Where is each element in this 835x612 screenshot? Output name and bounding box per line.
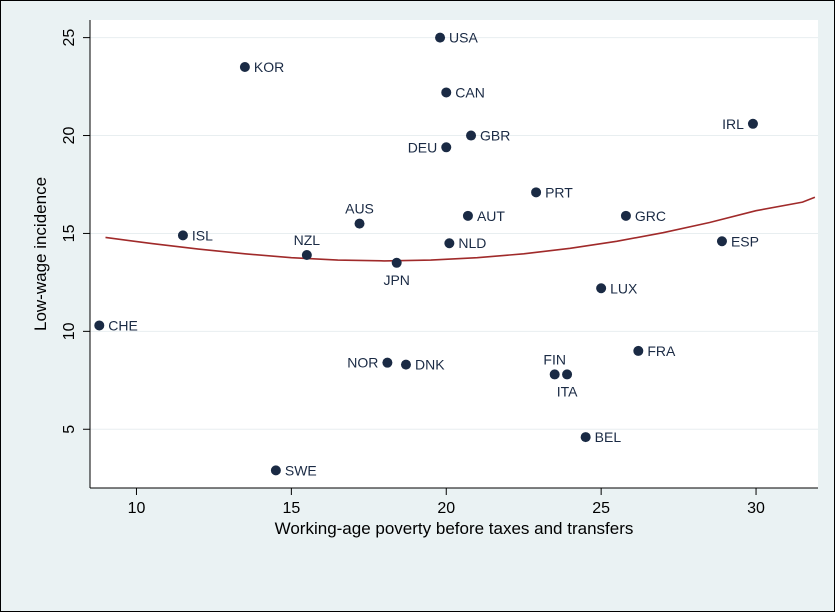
data-point: [301, 249, 312, 260]
x-tick-label: 10: [128, 500, 146, 517]
point-label: SWE: [285, 462, 317, 478]
fit-curve-layer: [105, 196, 816, 262]
point-label: AUT: [477, 208, 505, 224]
point-label: CAN: [455, 84, 485, 100]
data-point: [239, 61, 250, 72]
point-label: ISL: [192, 227, 213, 243]
point-label: ESP: [731, 233, 759, 249]
data-point: [620, 210, 631, 221]
point-label: FRA: [647, 343, 676, 359]
data-point: [462, 210, 473, 221]
x-tick-label: 30: [747, 500, 765, 517]
data-point: [562, 369, 573, 380]
fit-curve: [105, 196, 816, 262]
data-point: [531, 187, 542, 198]
x-tick-label: 15: [282, 500, 300, 517]
data-points: [94, 32, 758, 476]
y-axis-title: Low-wage incidence: [31, 177, 50, 331]
point-label: CHE: [108, 317, 138, 333]
point-label: USA: [449, 30, 478, 46]
data-point: [441, 142, 452, 153]
y-tick-label: 25: [61, 29, 78, 47]
y-tick-label: 15: [61, 224, 78, 242]
plot-area: [90, 20, 818, 488]
data-point: [435, 32, 446, 43]
data-point: [270, 465, 281, 476]
data-point: [391, 257, 402, 268]
data-point: [444, 238, 455, 249]
y-tick-label: 10: [61, 322, 78, 340]
x-axis-title: Working-age poverty before taxes and tra…: [275, 519, 634, 538]
point-label: PRT: [545, 184, 573, 200]
data-point: [633, 345, 644, 356]
point-label: DEU: [408, 139, 438, 155]
point-label: KOR: [254, 59, 284, 75]
point-label: BEL: [595, 429, 622, 445]
data-point: [747, 118, 758, 129]
point-label: NOR: [347, 355, 378, 371]
data-point: [580, 432, 591, 443]
data-point: [382, 357, 393, 368]
data-point: [354, 218, 365, 229]
point-labels: USA KOR CAN IRL GBR DEU PRT AUS AUT GRC ISL NLD ESP N…: [108, 30, 759, 479]
x-tick-label: 20: [437, 500, 455, 517]
point-label: ITA: [557, 383, 578, 399]
data-point: [466, 130, 477, 141]
point-label: DNK: [415, 357, 445, 373]
data-point: [441, 87, 452, 98]
point-label: IRL: [722, 116, 744, 132]
point-label: JPN: [383, 272, 409, 288]
point-label: GRC: [635, 208, 666, 224]
tick-labels: 5 10 15 20 25 10 15 20 25 30: [61, 29, 765, 517]
gridlines: [90, 37, 818, 430]
point-label: GBR: [480, 128, 510, 144]
point-label: LUX: [610, 280, 638, 296]
axes: [83, 20, 818, 495]
point-label: FIN: [543, 351, 566, 367]
y-tick-label: 20: [61, 127, 78, 145]
point-label: NLD: [458, 235, 486, 251]
x-tick-label: 25: [592, 500, 610, 517]
data-point: [94, 320, 105, 331]
data-point: [716, 236, 727, 247]
data-point: [177, 230, 188, 241]
data-point: [400, 359, 411, 370]
data-point: [549, 369, 560, 380]
point-label: NZL: [294, 232, 321, 248]
point-label: AUS: [345, 201, 374, 217]
y-tick-label: 5: [61, 425, 78, 434]
data-point: [596, 283, 607, 294]
